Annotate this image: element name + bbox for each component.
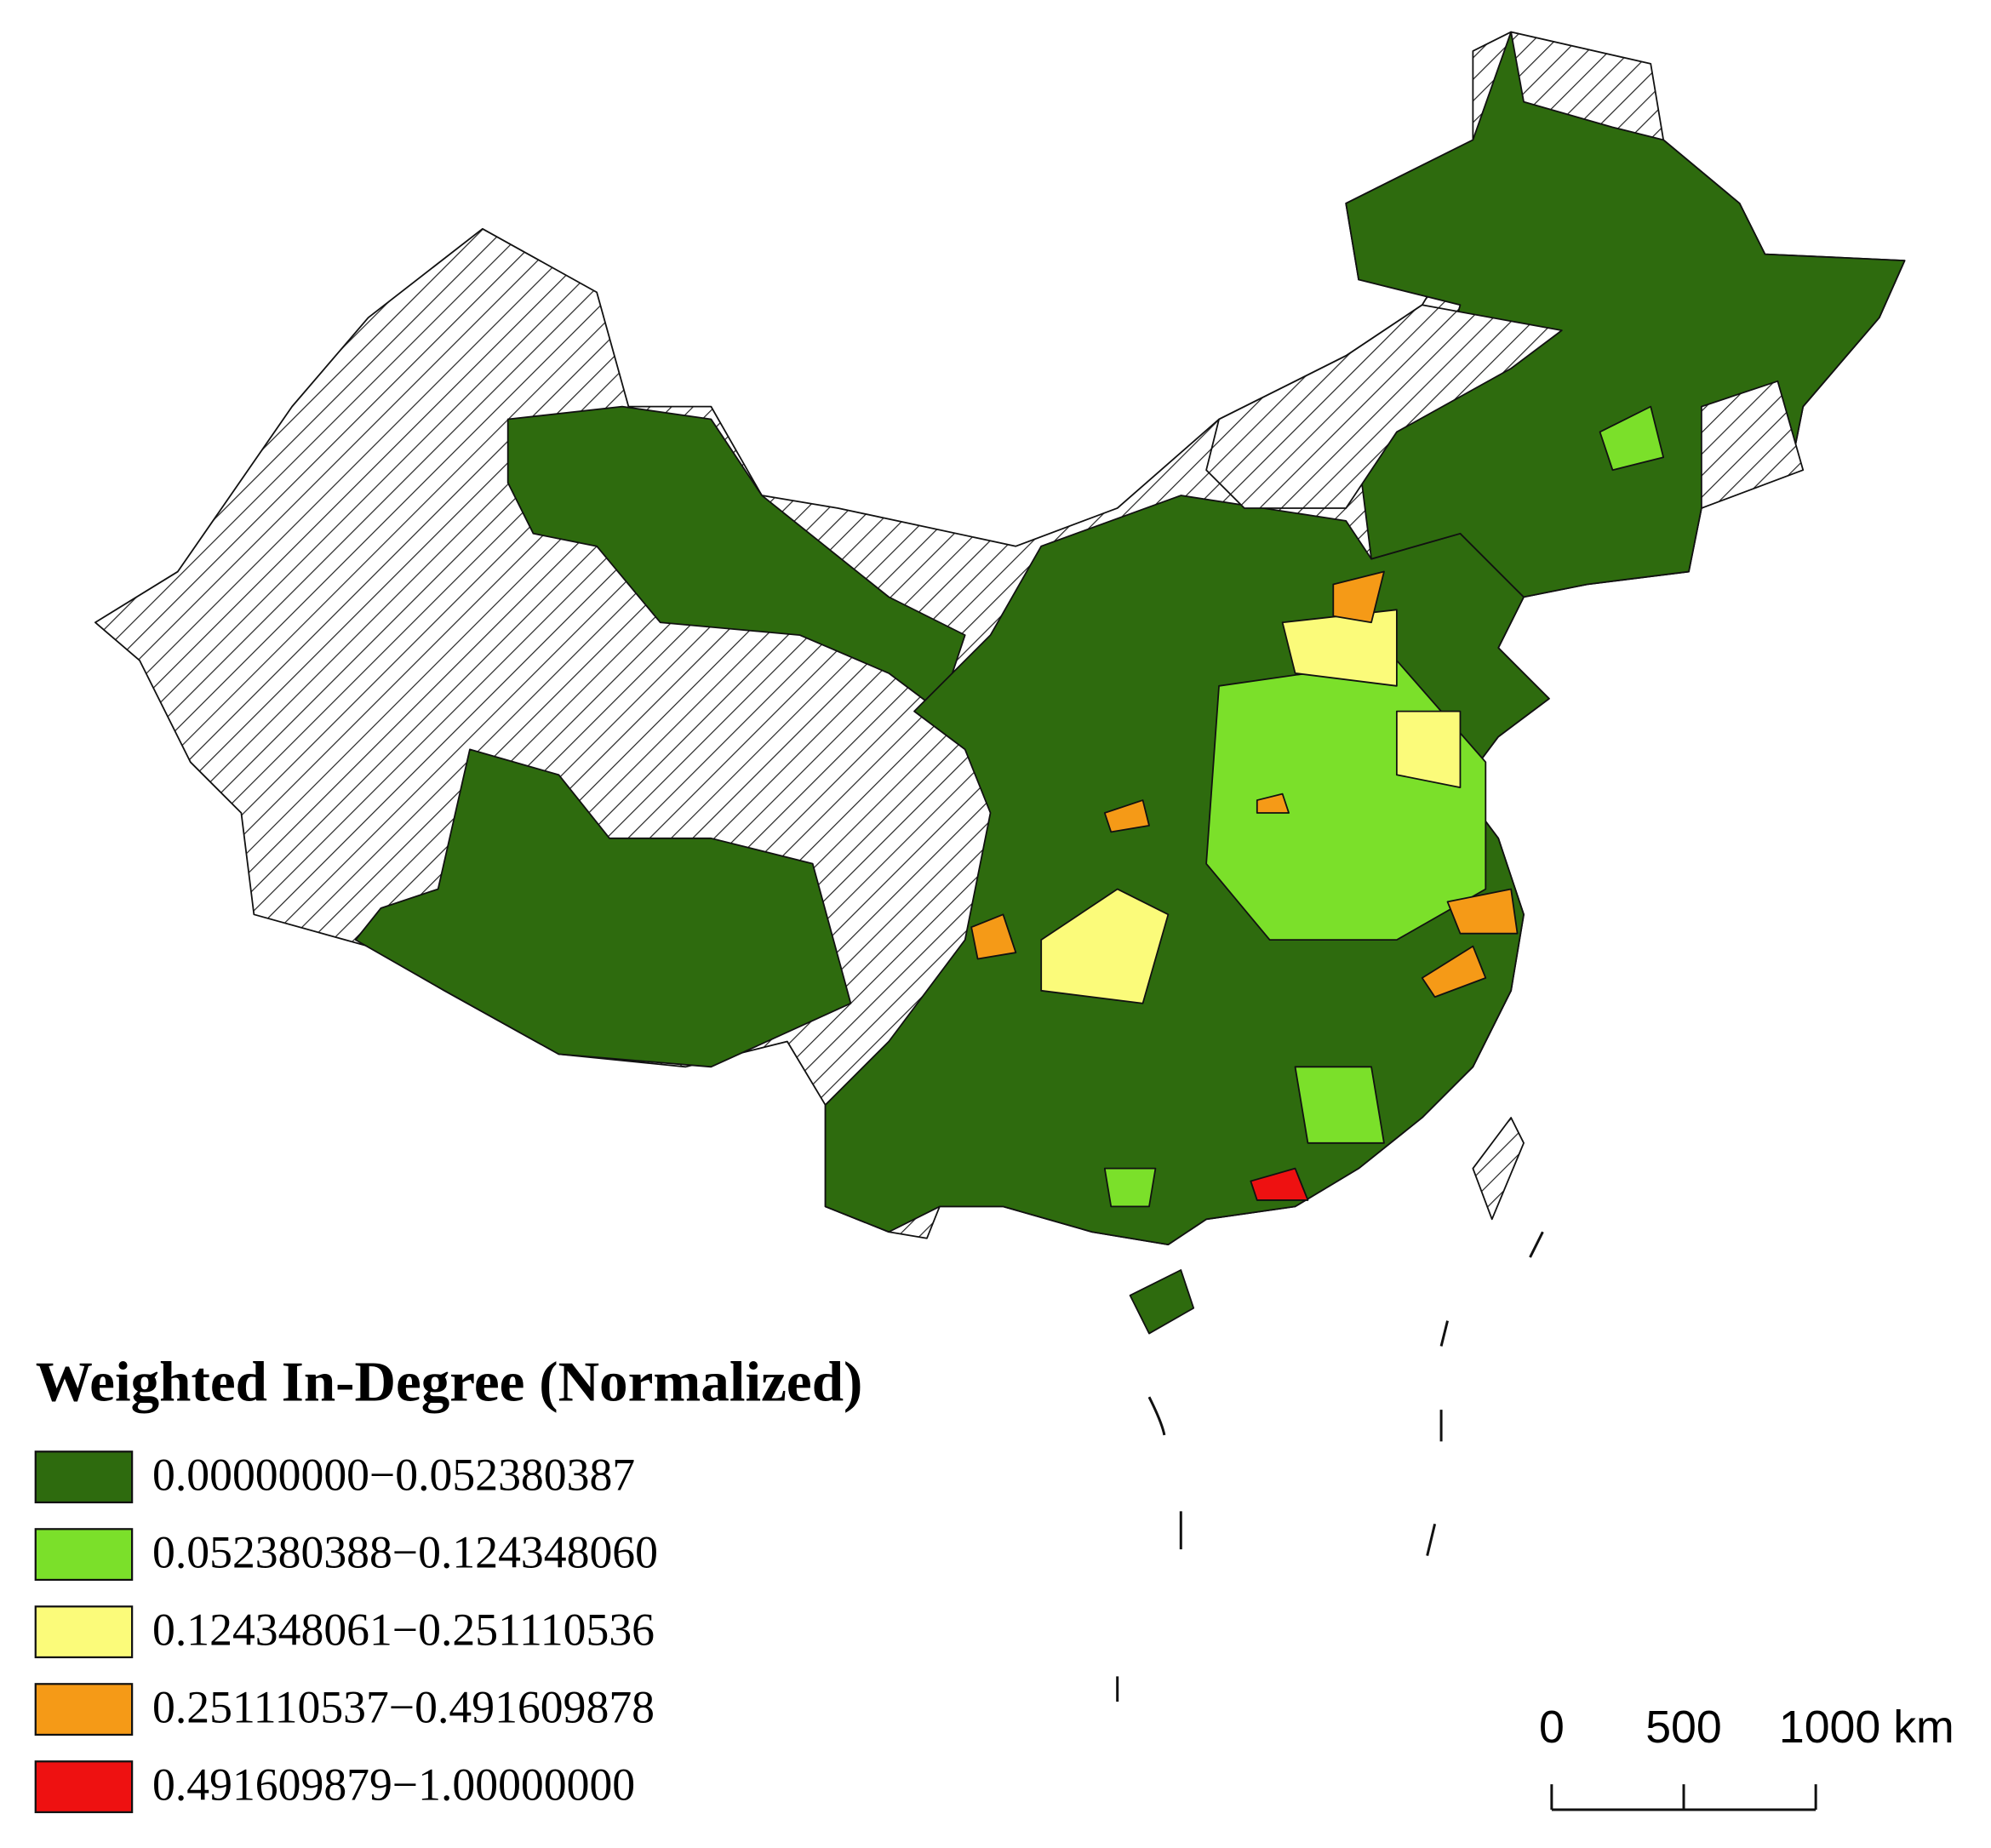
region: [970, 913, 1017, 960]
legend: 0.00000000−0.052380387 0.052380388−0.1243…: [34, 1449, 658, 1814]
scale-label: 1000 km: [1779, 1702, 1954, 1753]
region: [1129, 1269, 1195, 1335]
region: [1332, 570, 1385, 624]
region: [1421, 945, 1487, 998]
scale-bar: 0 500 1000 km: [1539, 1702, 1954, 1811]
legend-swatch: [34, 1528, 134, 1582]
regions: [94, 31, 1906, 1702]
region: [1281, 609, 1398, 687]
scale-label: 500: [1645, 1702, 1722, 1753]
legend-swatch: [34, 1450, 134, 1504]
scale-label: 0: [1539, 1702, 1565, 1753]
legend-label: 0.491609879−1.00000000: [152, 1759, 635, 1810]
region: [506, 405, 966, 712]
region: [1294, 1066, 1385, 1144]
region: [1103, 799, 1150, 833]
region: [1256, 792, 1290, 814]
region: [1040, 888, 1170, 1004]
legend-swatch: [34, 1683, 134, 1736]
region: [1250, 1167, 1309, 1201]
region: [1103, 1167, 1157, 1208]
region: [1446, 888, 1519, 935]
legend-label: 0.251110537−0.491609878: [152, 1681, 655, 1732]
no-data-region: [1205, 304, 1563, 509]
region: [354, 748, 852, 1068]
no-data-region: [1472, 1117, 1525, 1221]
legend-label: 0.00000000−0.052380387: [152, 1449, 635, 1500]
legend-swatch: [34, 1760, 134, 1814]
island-lines: [1116, 1231, 1544, 1702]
legend-label: 0.124348061−0.251110536: [152, 1604, 655, 1655]
region: [1599, 405, 1665, 472]
legend-title: Weighted In-Degree (Normalized): [36, 1350, 863, 1414]
legend-label: 0.052380388−0.124348060: [152, 1526, 658, 1577]
no-data-region: [1700, 380, 1805, 509]
region: [1395, 710, 1462, 789]
legend-swatch: [34, 1605, 134, 1659]
